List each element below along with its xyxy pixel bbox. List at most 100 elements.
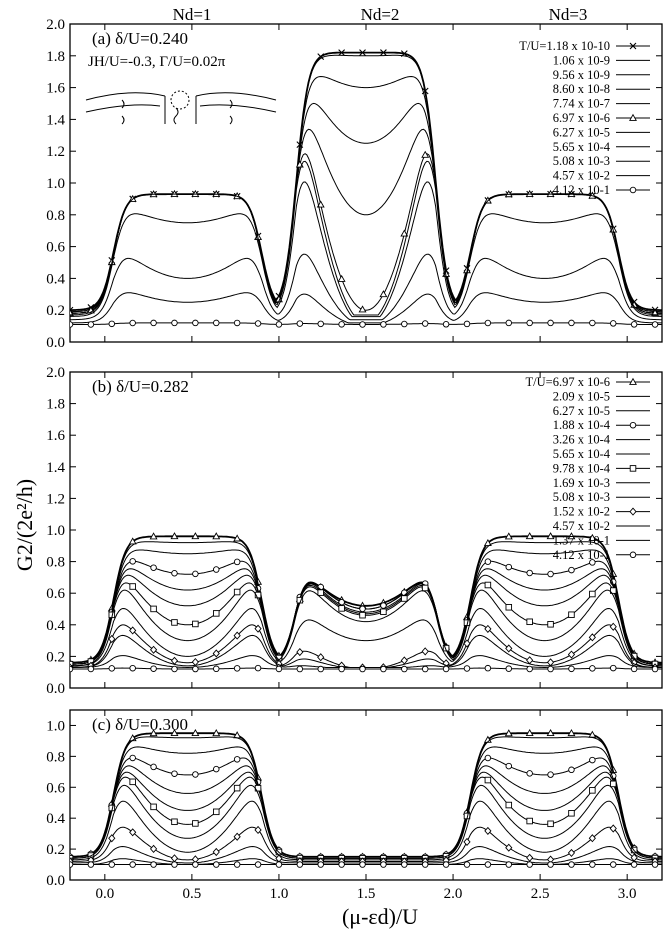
data-point xyxy=(568,810,575,817)
y-tick-label: 1.6 xyxy=(46,428,65,444)
nd3-label: Nd=3 xyxy=(549,5,588,24)
nd1-label: Nd=1 xyxy=(173,5,212,24)
data-point xyxy=(359,49,366,57)
data-point xyxy=(129,583,136,590)
y-tick-label: 0.0 xyxy=(46,335,65,351)
legend-entry: 4.12 x 10-1 xyxy=(553,548,610,562)
data-point xyxy=(213,765,220,773)
y-tick-label: 1.0 xyxy=(46,718,65,734)
series-line xyxy=(70,746,662,858)
data-point xyxy=(192,570,199,578)
series-line xyxy=(70,845,662,864)
data-point xyxy=(421,584,429,592)
data-point xyxy=(170,854,179,863)
y-tick-label: 0.0 xyxy=(46,873,65,889)
data-point xyxy=(609,824,617,833)
data-point xyxy=(526,665,533,673)
data-point xyxy=(609,861,617,868)
series-line xyxy=(70,560,662,665)
data-point xyxy=(275,665,283,673)
parameters-label: JH/U=-0.3, Γ/U=0.02π xyxy=(88,54,226,70)
data-point xyxy=(70,861,74,868)
legend-entry: 7.74 x 10-7 xyxy=(553,97,610,111)
data-point xyxy=(484,319,492,327)
data-point xyxy=(296,665,304,673)
data-point xyxy=(359,665,366,673)
data-point xyxy=(505,861,513,868)
y-tick-label: 1.8 xyxy=(46,49,65,65)
data-point xyxy=(233,784,241,792)
data-point xyxy=(589,787,596,794)
data-point xyxy=(233,558,241,566)
data-point xyxy=(568,611,575,618)
legend-entry: 5.08 x 10-3 xyxy=(553,490,610,504)
data-point xyxy=(150,763,157,771)
series-line xyxy=(70,181,662,318)
data-point xyxy=(589,590,596,598)
x-tick-label: 1.0 xyxy=(270,886,289,902)
y-tick-label: 0.8 xyxy=(46,208,65,224)
data-point xyxy=(629,186,637,194)
y-tick-label: 2.0 xyxy=(46,365,65,381)
data-point xyxy=(170,532,179,540)
data-point xyxy=(483,538,492,547)
y-tick-label: 0.6 xyxy=(46,780,65,796)
data-point xyxy=(149,532,158,540)
data-point xyxy=(484,624,492,633)
data-point xyxy=(171,861,178,868)
data-point xyxy=(317,589,324,596)
data-point xyxy=(213,566,220,573)
data-point xyxy=(401,320,408,328)
data-point xyxy=(254,320,262,327)
nd2-label: Nd=2 xyxy=(361,5,400,24)
data-point xyxy=(171,570,178,577)
legend-entry: 1.52 x 10-2 xyxy=(553,505,610,519)
legend-entry: 6.97 x 10-6 xyxy=(553,111,610,125)
data-point xyxy=(589,756,596,764)
data-point xyxy=(609,780,617,788)
data-point xyxy=(589,861,596,868)
data-point xyxy=(150,665,157,672)
data-point xyxy=(171,319,178,327)
data-point xyxy=(191,728,200,737)
data-point xyxy=(505,644,513,653)
data-point xyxy=(108,665,116,672)
data-point xyxy=(150,605,157,613)
y-tick-label: 0.8 xyxy=(46,749,65,765)
data-point xyxy=(213,665,220,673)
data-point xyxy=(150,564,157,571)
data-point xyxy=(317,53,325,60)
data-point xyxy=(129,558,136,565)
data-point xyxy=(484,826,492,836)
data-point xyxy=(129,754,136,762)
series-line xyxy=(70,667,662,670)
data-point xyxy=(401,665,408,673)
data-point xyxy=(191,532,200,540)
data-point xyxy=(233,756,241,763)
series-line xyxy=(70,160,662,316)
data-point xyxy=(170,728,179,737)
data-point xyxy=(70,665,74,673)
data-point xyxy=(484,581,492,589)
x-tick-label: 3.0 xyxy=(618,886,637,902)
series-line xyxy=(70,736,662,858)
data-point xyxy=(629,421,637,429)
series-line xyxy=(70,253,662,321)
data-point xyxy=(87,861,95,868)
data-point xyxy=(191,657,199,667)
data-point xyxy=(192,319,199,327)
data-point xyxy=(213,319,220,327)
data-point xyxy=(505,563,513,571)
data-point xyxy=(171,665,178,673)
legend-entry: 1.37 x 10-1 xyxy=(553,533,610,547)
data-point xyxy=(525,532,534,540)
data-point xyxy=(484,861,492,868)
legend-entry: 8.60 x 10-8 xyxy=(553,82,610,96)
series-line xyxy=(70,568,662,665)
y-tick-label: 0.2 xyxy=(46,303,65,319)
data-point xyxy=(588,533,597,541)
data-point xyxy=(192,771,199,778)
x-axis-title: (μ-εd)/U xyxy=(342,904,418,929)
data-point xyxy=(192,665,199,673)
data-point xyxy=(338,49,346,56)
